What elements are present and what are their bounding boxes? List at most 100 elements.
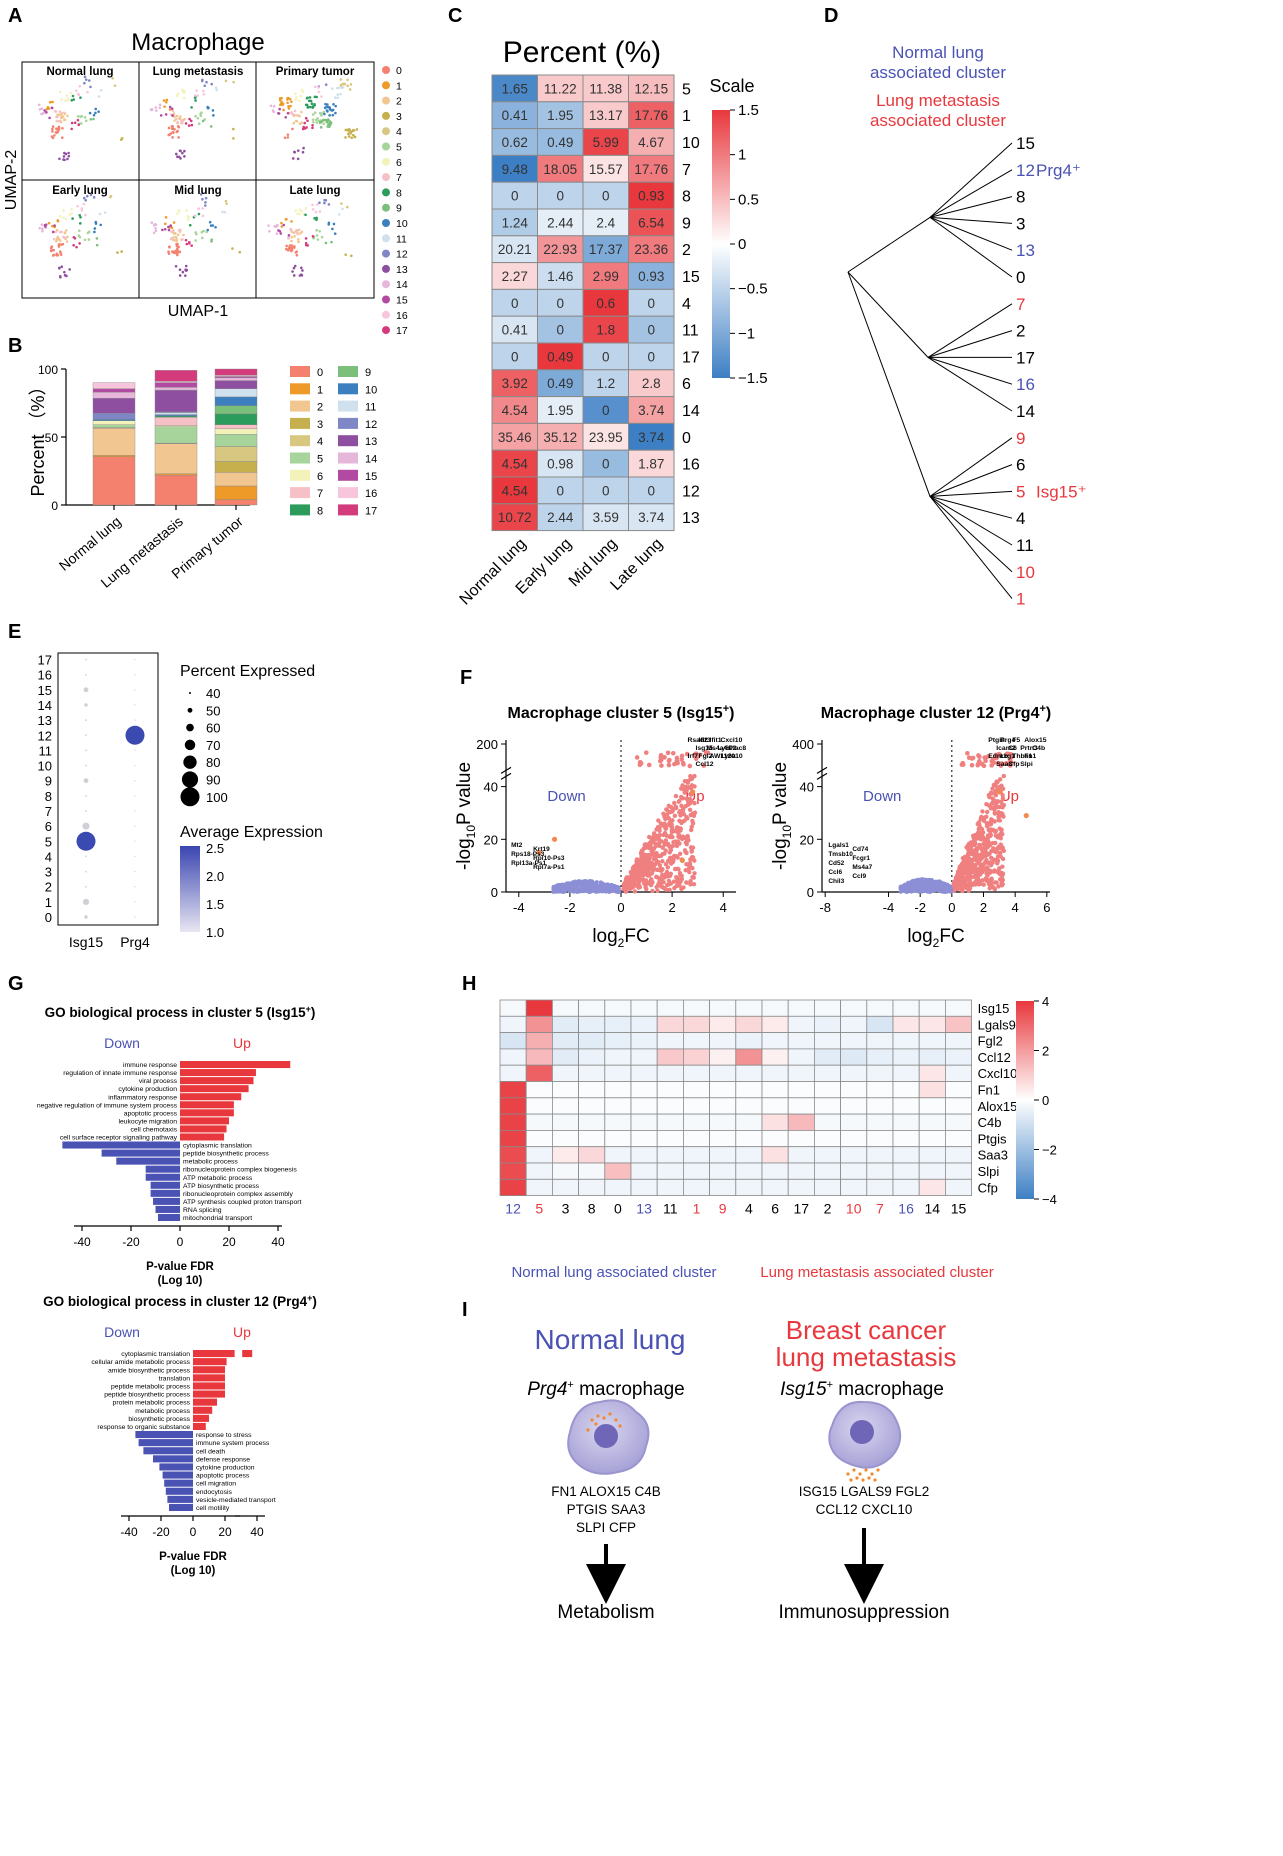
umap-legend-swatch (382, 203, 390, 212)
panel-h-cell (840, 999, 868, 1017)
panel-h-cell (892, 1146, 920, 1164)
panel-h-cell (552, 1146, 580, 1164)
volcano-point-up (631, 869, 636, 875)
umap-point (164, 216, 168, 219)
panel-h-cell (656, 1081, 684, 1099)
umap-point (325, 109, 329, 112)
go-bar-up (193, 1350, 235, 1358)
go-x-tick-label: 0 (177, 1235, 184, 1249)
umap-point (211, 109, 215, 112)
panel-c-cell (582, 503, 629, 532)
umap-point (210, 238, 214, 241)
umap-legend-swatch (382, 142, 390, 151)
umap-point (196, 116, 200, 120)
panel-b-legend-swatch (290, 417, 310, 429)
panel-b-bar-segment (92, 455, 136, 457)
panel-h-cluster-label: 11 (663, 1201, 678, 1217)
umap-point (62, 155, 66, 158)
panel-c-cell (628, 476, 675, 505)
umap-point (83, 75, 87, 79)
volcano-point-up (669, 804, 674, 810)
panel-b-legend-label: 0 (317, 367, 323, 379)
go-bar-down (157, 1213, 180, 1221)
panel-h-cell (552, 1097, 580, 1115)
volcano-point-up (670, 843, 675, 849)
umap-legend-label: 9 (396, 203, 402, 215)
panel-d-normal-title-2: associated cluster (870, 63, 1006, 82)
umap-point (212, 114, 215, 117)
volcano-gene-label: Ifit1 (709, 737, 721, 744)
panel-b-bar-segment (92, 456, 136, 506)
go-term-label: mitochondrial transport (183, 1215, 252, 1222)
umap-point (59, 119, 62, 123)
volcano-point-up (643, 878, 648, 884)
panel-h-gene-label: Slpi (978, 1164, 1000, 1179)
umap-point (188, 223, 192, 227)
dendrogram-branch (847, 271, 931, 497)
umap-point (181, 151, 184, 155)
panel-h-gene-label: Saa3 (978, 1148, 1008, 1163)
panel-b-label: B (8, 335, 22, 357)
umap-point (79, 215, 82, 219)
volcano-point-up (622, 884, 627, 890)
panel-h-cell (630, 1015, 658, 1033)
go-bar-down (143, 1447, 193, 1455)
umap-point (211, 224, 215, 227)
volcano-point-up (995, 854, 1001, 859)
umap-point (311, 208, 315, 211)
panel-h-cell (892, 1178, 920, 1197)
panel-h-cell (552, 1081, 580, 1099)
volcano-point-up (976, 820, 982, 825)
umap-point (111, 76, 114, 80)
panel-h-gene-label: Isg15 (978, 1001, 1010, 1016)
dendrogram-leaf-label: 3 (1016, 214, 1025, 233)
umap-point (167, 250, 170, 253)
panel-c-cell-value: 12.15 (634, 81, 668, 96)
umap-point (231, 247, 234, 250)
go-x-label: (Log 10) (171, 1565, 216, 1577)
volcano-point-up (687, 869, 692, 875)
go-term-label: immune system process (196, 1440, 270, 1447)
umap-point (304, 241, 308, 245)
go-bar-up (180, 1077, 254, 1085)
panel-e-dot (85, 734, 87, 737)
go-term-label: negative regulation of immune system pro… (37, 1102, 178, 1109)
panel-c-row-label: 11 (682, 323, 699, 340)
umap-point (176, 212, 179, 216)
umap-point (300, 88, 304, 92)
volcano-point-up (959, 762, 965, 767)
volcano-point-up (1000, 792, 1005, 798)
panel-c-label: C (448, 5, 462, 27)
umap-point (312, 237, 315, 240)
umap-point (48, 100, 52, 104)
go-term-label: response to organic substance (97, 1424, 190, 1431)
umap-point (195, 89, 198, 92)
panel-e-dot (85, 719, 87, 722)
volcano-point-up (994, 880, 999, 885)
panel-h-cluster-label: 16 (898, 1201, 914, 1217)
panel-b-bar-segment (214, 380, 258, 389)
panel-c-cell-value: 0.62 (502, 135, 528, 150)
volcano-point-up (689, 848, 694, 853)
volcano-title: Macrophage cluster 5 (Isg15+) (508, 703, 735, 722)
panel-b-legend-label: 2 (317, 402, 323, 414)
go-term-label: biosynthetic process (128, 1416, 190, 1423)
panel-c-cell-value: 0.41 (502, 323, 528, 338)
panel-e-cluster-label: 12 (38, 728, 52, 743)
volcano-down-label: Down (547, 788, 585, 805)
panel-h-cell (840, 1048, 868, 1066)
volcano-point-up (973, 847, 979, 852)
panel-c-cell (628, 342, 675, 371)
umap-point (313, 111, 317, 114)
volcano-point-up (671, 856, 676, 861)
umap-point (298, 114, 301, 118)
panel-c-cell-value: 4.67 (638, 135, 664, 150)
volcano-point-up (997, 871, 1002, 876)
panel-b-legend-label: 5 (317, 454, 323, 466)
panel-h-cell (683, 1146, 711, 1164)
panel-e-cluster-label: 16 (38, 668, 52, 683)
umap-point (54, 230, 58, 234)
umap-point (287, 237, 290, 240)
panel-e-dot (85, 658, 87, 661)
panel-h-cell (945, 1178, 973, 1197)
